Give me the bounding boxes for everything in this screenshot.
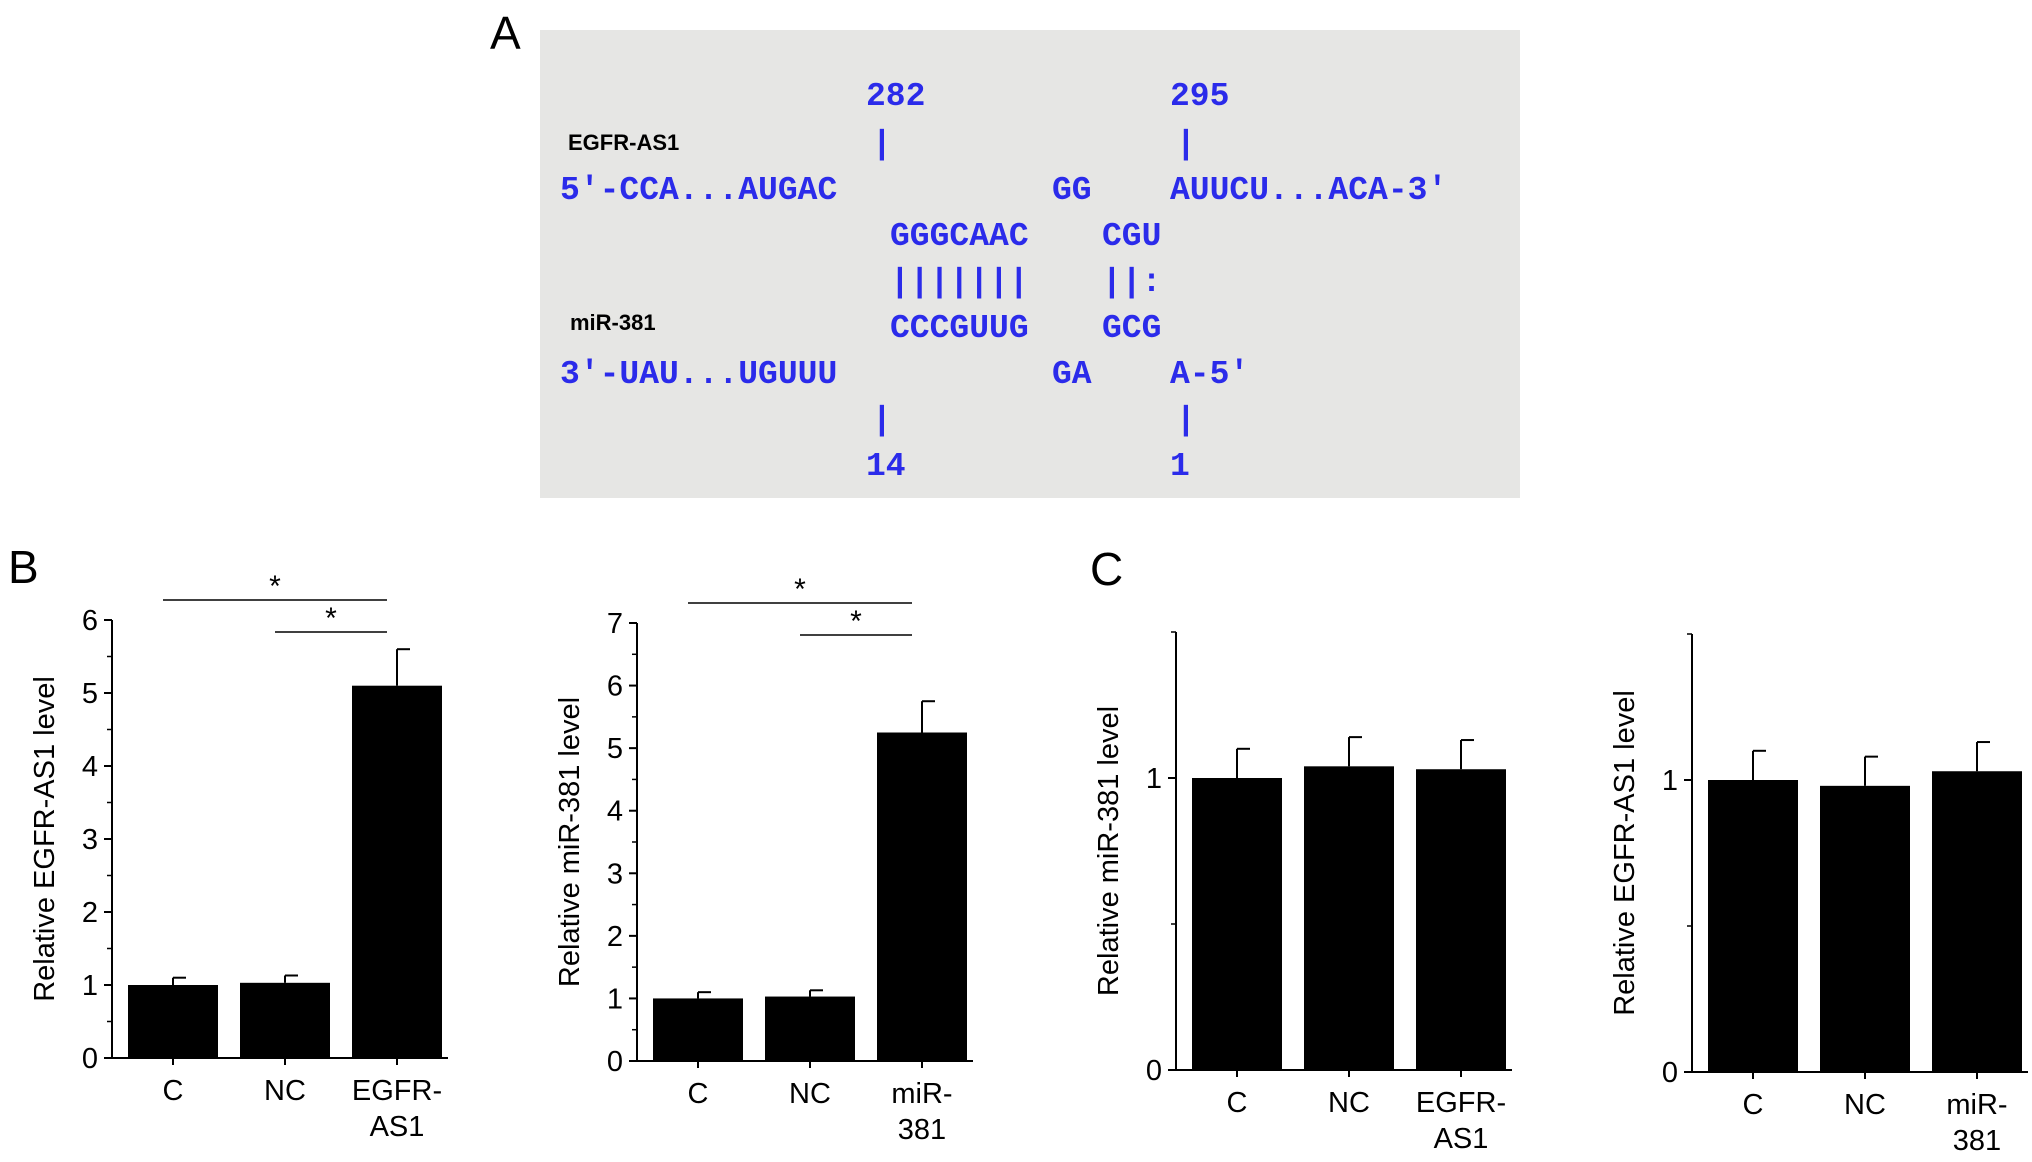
significance-star: * <box>850 605 862 638</box>
x-tick-label: EGFR-AS1 <box>352 1075 442 1143</box>
egfr-as1-label: EGFR-AS1 <box>568 130 680 155</box>
y-tick-label: 5 <box>82 678 98 710</box>
y-tick-label: 3 <box>82 824 98 856</box>
bar-c <box>128 985 218 1058</box>
position-14: 14 <box>866 448 906 485</box>
y-tick-label: 1 <box>1662 765 1678 797</box>
significance-star: * <box>794 573 806 606</box>
y-tick-label: 0 <box>1662 1057 1678 1089</box>
mir-381-paired-2: GCG <box>1102 310 1162 347</box>
x-tick-label: C <box>688 1078 709 1110</box>
bar-egfr-as1 <box>1416 769 1506 1070</box>
mir-381-paired-1: CCCGUUG <box>890 310 1029 347</box>
egfr-as1-level-after-mir-381-chart: 0 1 Relative EGFR-AS1 level C NC miR-381 <box>1609 633 2028 1157</box>
position-1: 1 <box>1170 448 1190 485</box>
x-tick-label: miR-381 <box>891 1078 952 1146</box>
x-tick-label: NC <box>1328 1087 1370 1119</box>
y-tick-label: 4 <box>82 751 98 783</box>
mir-381-overexpression-chart: 0 1 2 3 4 5 6 7 Relative miR-381 level C NC miR-381… <box>554 573 973 1146</box>
egfr-as1-3prime-segment: AUUCU...ACA-3' <box>1170 172 1448 209</box>
y-tick-label: 1 <box>82 970 98 1002</box>
mir-381-3prime-segment: 3'-UAU...UGUUU <box>560 356 838 393</box>
y-tick-label: 6 <box>607 671 623 703</box>
y-tick-label: 5 <box>607 733 623 765</box>
egfr-as1-5prime-segment: 5'-CCA...AUGAC <box>560 172 838 209</box>
y-tick-label: 1 <box>607 983 623 1015</box>
y-tick-label: 2 <box>607 921 623 953</box>
x-tick-label: C <box>163 1075 184 1107</box>
bar-egfr-as1 <box>352 685 442 1058</box>
y-axis-label: Relative miR-381 level <box>1093 706 1125 996</box>
bar-c <box>653 998 743 1061</box>
x-tick-label: C <box>1743 1089 1764 1121</box>
egfr-as1-gg-bulge: GG <box>1052 172 1092 209</box>
panel-label-c: C <box>1090 543 1124 595</box>
bar-nc <box>1304 766 1394 1070</box>
bar-nc <box>1820 785 1910 1072</box>
position-282: 282 <box>866 78 926 115</box>
bar-c <box>1708 780 1798 1072</box>
position-295: 295 <box>1170 78 1230 115</box>
egfr-as1-overexpression-chart: 0 1 2 3 4 5 6 Relative EGFR-AS1 level C NC EGFR-AS… <box>29 570 448 1143</box>
tick-1: | <box>1176 402 1196 439</box>
y-tick-label: 4 <box>607 796 623 828</box>
bar-nc <box>765 996 855 1061</box>
base-pair-bonds-2: ||: <box>1102 264 1162 301</box>
x-tick-label: EGFR-AS1 <box>1416 1087 1506 1155</box>
y-tick-label: 6 <box>82 605 98 637</box>
y-tick-label: 1 <box>1146 763 1162 795</box>
x-tick-label: C <box>1227 1087 1248 1119</box>
x-tick-label: NC <box>264 1075 306 1107</box>
mir-381-5prime-segment: A-5' <box>1170 356 1250 393</box>
mir-381-ga-bulge: GA <box>1052 356 1092 393</box>
tick-14: | <box>872 402 892 439</box>
bar-mir-381 <box>877 732 967 1061</box>
y-tick-label: 0 <box>607 1046 623 1078</box>
bar-nc <box>240 982 330 1058</box>
y-tick-label: 0 <box>82 1043 98 1075</box>
significance-star: * <box>269 570 281 603</box>
y-tick-label: 0 <box>1146 1055 1162 1087</box>
tick-295: | <box>1176 126 1196 163</box>
bar-mir-381 <box>1932 771 2022 1072</box>
y-tick-label: 2 <box>82 897 98 929</box>
y-axis-label: Relative EGFR-AS1 level <box>1609 690 1641 1016</box>
y-tick-label: 7 <box>607 608 623 640</box>
base-pair-bonds-1: ||||||| <box>890 264 1029 301</box>
mir-381-level-after-egfr-as1-chart: 0 1 Relative miR-381 level C NC EGFR-AS1 <box>1093 631 1512 1155</box>
x-tick-label: miR-381 <box>1946 1089 2007 1157</box>
bar-c <box>1192 778 1282 1070</box>
egfr-as1-paired-1: GGGCAAC <box>890 218 1029 255</box>
tick-282: | <box>872 126 892 163</box>
mir-381-label: miR-381 <box>570 310 656 335</box>
egfr-as1-paired-2: CGU <box>1102 218 1162 255</box>
x-tick-label: NC <box>789 1078 831 1110</box>
x-tick-label: NC <box>1844 1089 1886 1121</box>
panel-label-b: B <box>8 541 39 593</box>
y-tick-label: 3 <box>607 858 623 890</box>
y-axis-label: Relative EGFR-AS1 level <box>29 676 61 1002</box>
y-axis-label: Relative miR-381 level <box>554 697 586 987</box>
sequence-alignment-box: 282 295 EGFR-AS1 | | 5'-CCA...AUGAC GG A… <box>540 30 1520 498</box>
significance-star: * <box>325 602 337 635</box>
panel-label-a: A <box>490 7 521 59</box>
